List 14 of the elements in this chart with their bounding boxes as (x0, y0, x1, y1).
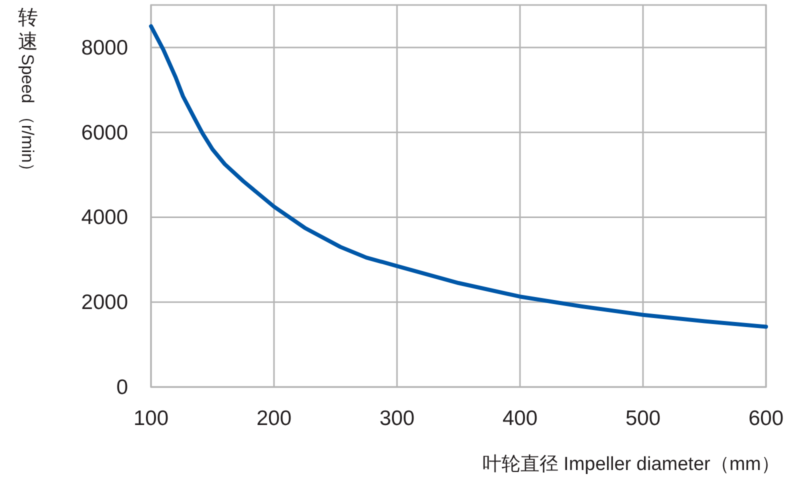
x-tick-label: 300 (379, 407, 415, 430)
line-series (149, 24, 768, 329)
y-tick-label: 4000 (81, 206, 128, 230)
y-tick-label: 2000 (81, 291, 128, 314)
x-axis-title: 叶轮直径 Impeller diameter（mm） (482, 454, 780, 475)
y-axis-title: 转速 Speed （r/min） (18, 7, 38, 180)
y-tick-label: 6000 (81, 121, 128, 144)
x-tick-label: 200 (256, 407, 292, 430)
y-tick-label: 0 (116, 376, 128, 399)
x-tick-label: 100 (133, 407, 169, 430)
x-tick-label: 600 (748, 407, 784, 430)
y-tick-label: 8000 (81, 36, 128, 60)
x-tick-label: 500 (625, 407, 661, 430)
x-tick-label: 400 (502, 407, 538, 430)
